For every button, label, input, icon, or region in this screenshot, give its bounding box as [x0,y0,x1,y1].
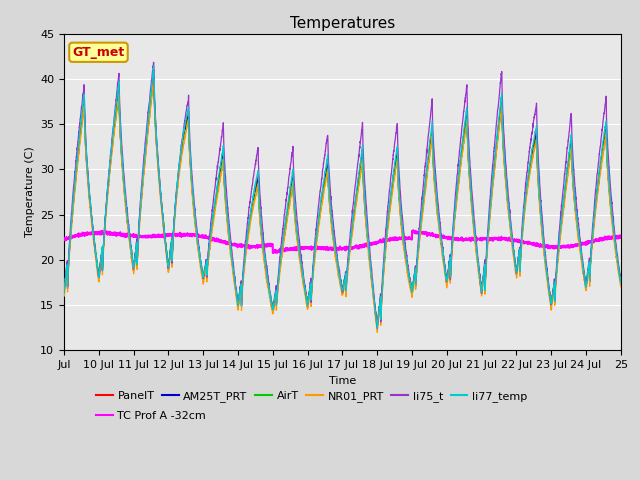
Text: GT_met: GT_met [72,46,125,59]
Y-axis label: Temperature (C): Temperature (C) [24,146,35,238]
X-axis label: Time: Time [329,376,356,385]
Legend: TC Prof A -32cm: TC Prof A -32cm [92,407,211,426]
Title: Temperatures: Temperatures [290,16,395,31]
